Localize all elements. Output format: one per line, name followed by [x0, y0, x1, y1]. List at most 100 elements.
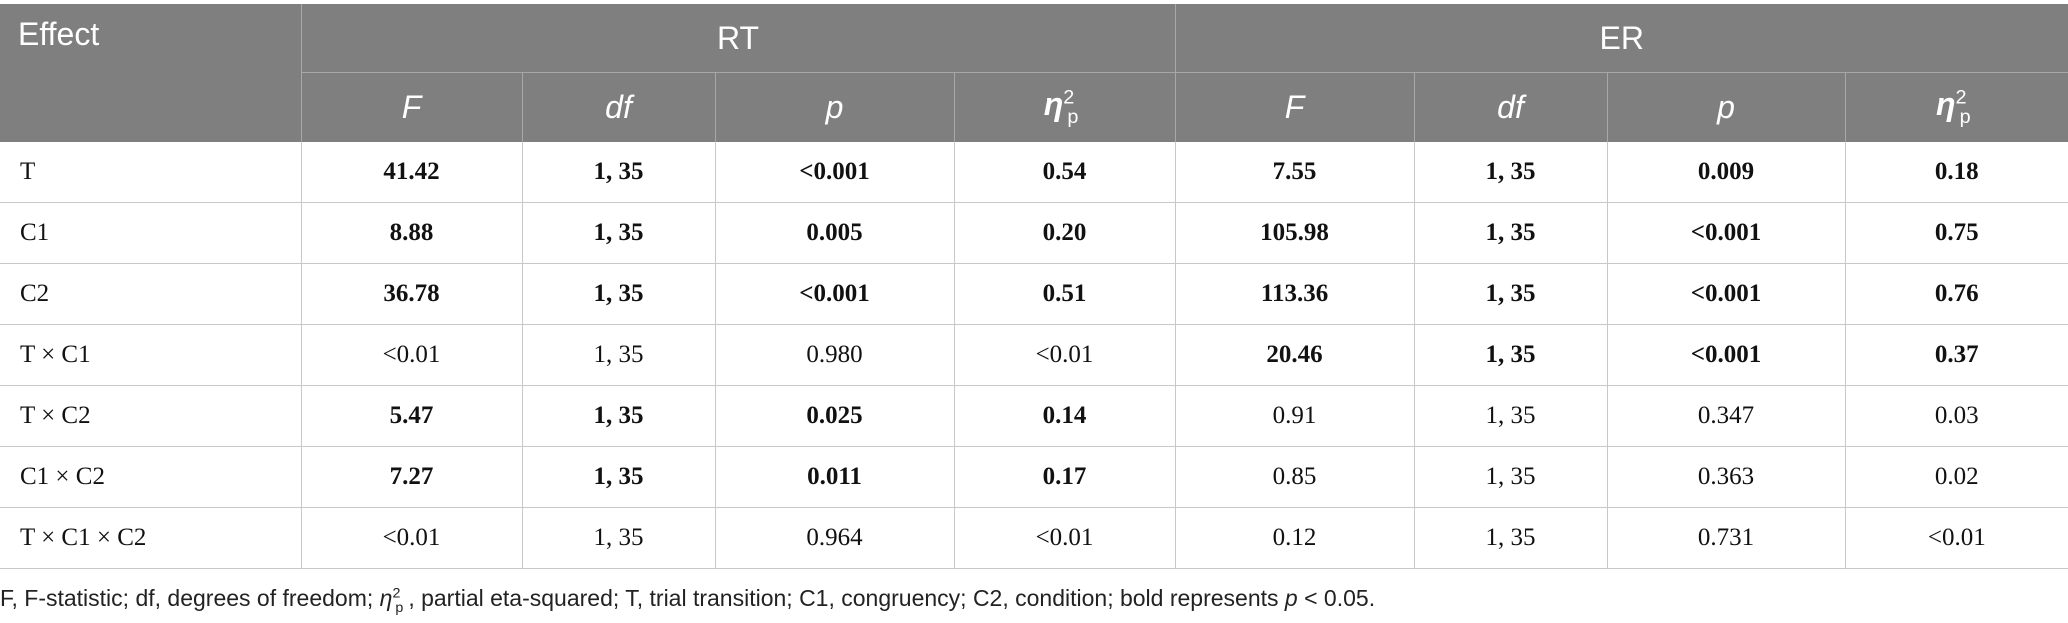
value-cell: <0.01 — [953, 324, 1176, 386]
column-label: F — [401, 89, 422, 125]
subscript: p — [395, 599, 404, 616]
value-cell: 36.78 — [300, 263, 522, 325]
effect-cell: T — [0, 142, 301, 203]
effect-cell: C2 — [0, 263, 301, 325]
value-cell: 0.005 — [714, 202, 954, 264]
value-cell: 0.011 — [714, 446, 954, 508]
value-cell: <0.001 — [1606, 202, 1846, 264]
value-cell: 0.009 — [1606, 142, 1846, 203]
symbol: η — [379, 585, 393, 611]
superscript: 2 — [1955, 86, 1967, 109]
footnote-text: F, F-statistic; df, degrees of freedom; — [0, 585, 380, 611]
data-row: C1 × C2 7.27 1, 35 0.011 0.17 0.85 1, 35 0.363 0… — [0, 446, 2068, 508]
group-header: RT — [300, 4, 1176, 73]
value-cell: <0.01 — [300, 324, 522, 386]
value-cell: 0.54 — [953, 142, 1176, 203]
value-cell: 0.025 — [714, 385, 954, 447]
value-cell: 0.91 — [1174, 385, 1415, 447]
symbol: η — [1935, 86, 1956, 123]
effect-cell: T × C1 — [0, 324, 301, 386]
value-cell: 1, 35 — [1413, 507, 1608, 569]
column-header: df — [521, 72, 715, 142]
superscript: 2 — [392, 585, 401, 602]
value-cell: 0.980 — [714, 324, 954, 386]
value-cell: 0.347 — [1606, 385, 1846, 447]
value-cell: 1, 35 — [521, 263, 715, 325]
group-header: ER — [1174, 4, 2068, 73]
effect-cell: T × C1 × C2 — [0, 507, 301, 569]
column-header: F — [300, 72, 522, 142]
value-cell: 1, 35 — [1413, 202, 1608, 264]
value-cell: 105.98 — [1174, 202, 1415, 264]
value-cell: <0.001 — [714, 142, 954, 203]
column-label: F — [1284, 89, 1305, 125]
value-cell: 7.55 — [1174, 142, 1415, 203]
header-row: Effect RT ER — [0, 4, 2068, 142]
data-row: T × C1 <0.01 1, 35 0.980 <0.01 20.46 1, 35 <0.0… — [0, 324, 2068, 386]
value-cell: 0.964 — [714, 507, 954, 569]
value-cell: 0.18 — [1844, 142, 2068, 203]
value-cell: 7.27 — [300, 446, 522, 508]
value-cell: 1, 35 — [1413, 446, 1608, 508]
value-cell: 0.75 — [1844, 202, 2068, 264]
column-label: p — [825, 89, 844, 125]
value-cell: 1, 35 — [521, 507, 715, 569]
value-cell: <0.01 — [300, 507, 522, 569]
value-cell: 113.36 — [1174, 263, 1415, 325]
column-label: df — [605, 89, 632, 125]
column-header: η2p — [1844, 72, 2068, 142]
value-cell: 20.46 — [1174, 324, 1415, 386]
footnote-text: p — [1284, 585, 1298, 611]
effect-header: Effect — [0, 4, 301, 142]
footnote-text: < 0.05. — [1297, 585, 1376, 611]
subscript: p — [1067, 105, 1079, 128]
value-cell: 0.363 — [1606, 446, 1846, 508]
value-cell: 1, 35 — [521, 142, 715, 203]
value-cell: 1, 35 — [521, 385, 715, 447]
value-cell: 41.42 — [300, 142, 522, 203]
value-cell: 0.51 — [953, 263, 1176, 325]
column-header: F — [1174, 72, 1415, 142]
value-cell: 0.12 — [1174, 507, 1415, 569]
column-header: p — [714, 72, 954, 142]
value-cell: <0.001 — [714, 263, 954, 325]
value-cell: 0.731 — [1606, 507, 1846, 569]
effect-cell: C1 × C2 — [0, 446, 301, 508]
data-row: C2 36.78 1, 35 <0.001 0.51 113.36 1, 35 <0.001 0… — [0, 263, 2068, 325]
footnote: F, F-statistic; df, degrees of freedom; … — [0, 585, 1375, 616]
value-cell: 5.47 — [300, 385, 522, 447]
value-cell: 0.02 — [1844, 446, 2068, 508]
value-cell: 0.37 — [1844, 324, 2068, 386]
column-label: df — [1497, 89, 1524, 125]
value-cell: 1, 35 — [1413, 324, 1608, 386]
value-cell: <0.001 — [1606, 324, 1846, 386]
value-cell: 0.85 — [1174, 446, 1415, 508]
column-label: p — [1717, 89, 1735, 125]
effect-cell: T × C2 — [0, 385, 301, 447]
value-cell: 1, 35 — [521, 202, 715, 264]
superscript: 2 — [1063, 86, 1075, 109]
eta-symbol: η2p — [1935, 86, 1978, 127]
value-cell: 0.14 — [953, 385, 1176, 447]
value-cell: 0.17 — [953, 446, 1176, 508]
value-cell: 1, 35 — [521, 324, 715, 386]
effect-cell: C1 — [0, 202, 301, 264]
value-cell: 1, 35 — [521, 446, 715, 508]
value-cell: 1, 35 — [1413, 142, 1608, 203]
data-row: T × C1 × C2 <0.01 1, 35 0.964 <0.01 0.12 1, 35… — [0, 507, 2068, 569]
data-row: C1 8.88 1, 35 0.005 0.20 105.98 1, 35 <0.001 0.7… — [0, 202, 2068, 264]
value-cell: 0.20 — [953, 202, 1176, 264]
symbol: η — [1043, 86, 1064, 123]
value-cell: 1, 35 — [1413, 385, 1608, 447]
eta-symbol: η2p — [1043, 86, 1086, 127]
data-row: T × C2 5.47 1, 35 0.025 0.14 0.91 1, 35 0.347 0.… — [0, 385, 2068, 447]
column-header: df — [1413, 72, 1608, 142]
value-cell: 0.03 — [1844, 385, 2068, 447]
value-cell: 8.88 — [300, 202, 522, 264]
value-cell: 1, 35 — [1413, 263, 1608, 325]
data-row: T 41.42 1, 35 <0.001 0.54 7.55 1, 35 0.009 0.18 — [0, 142, 2068, 203]
subscript: p — [1959, 105, 1971, 128]
